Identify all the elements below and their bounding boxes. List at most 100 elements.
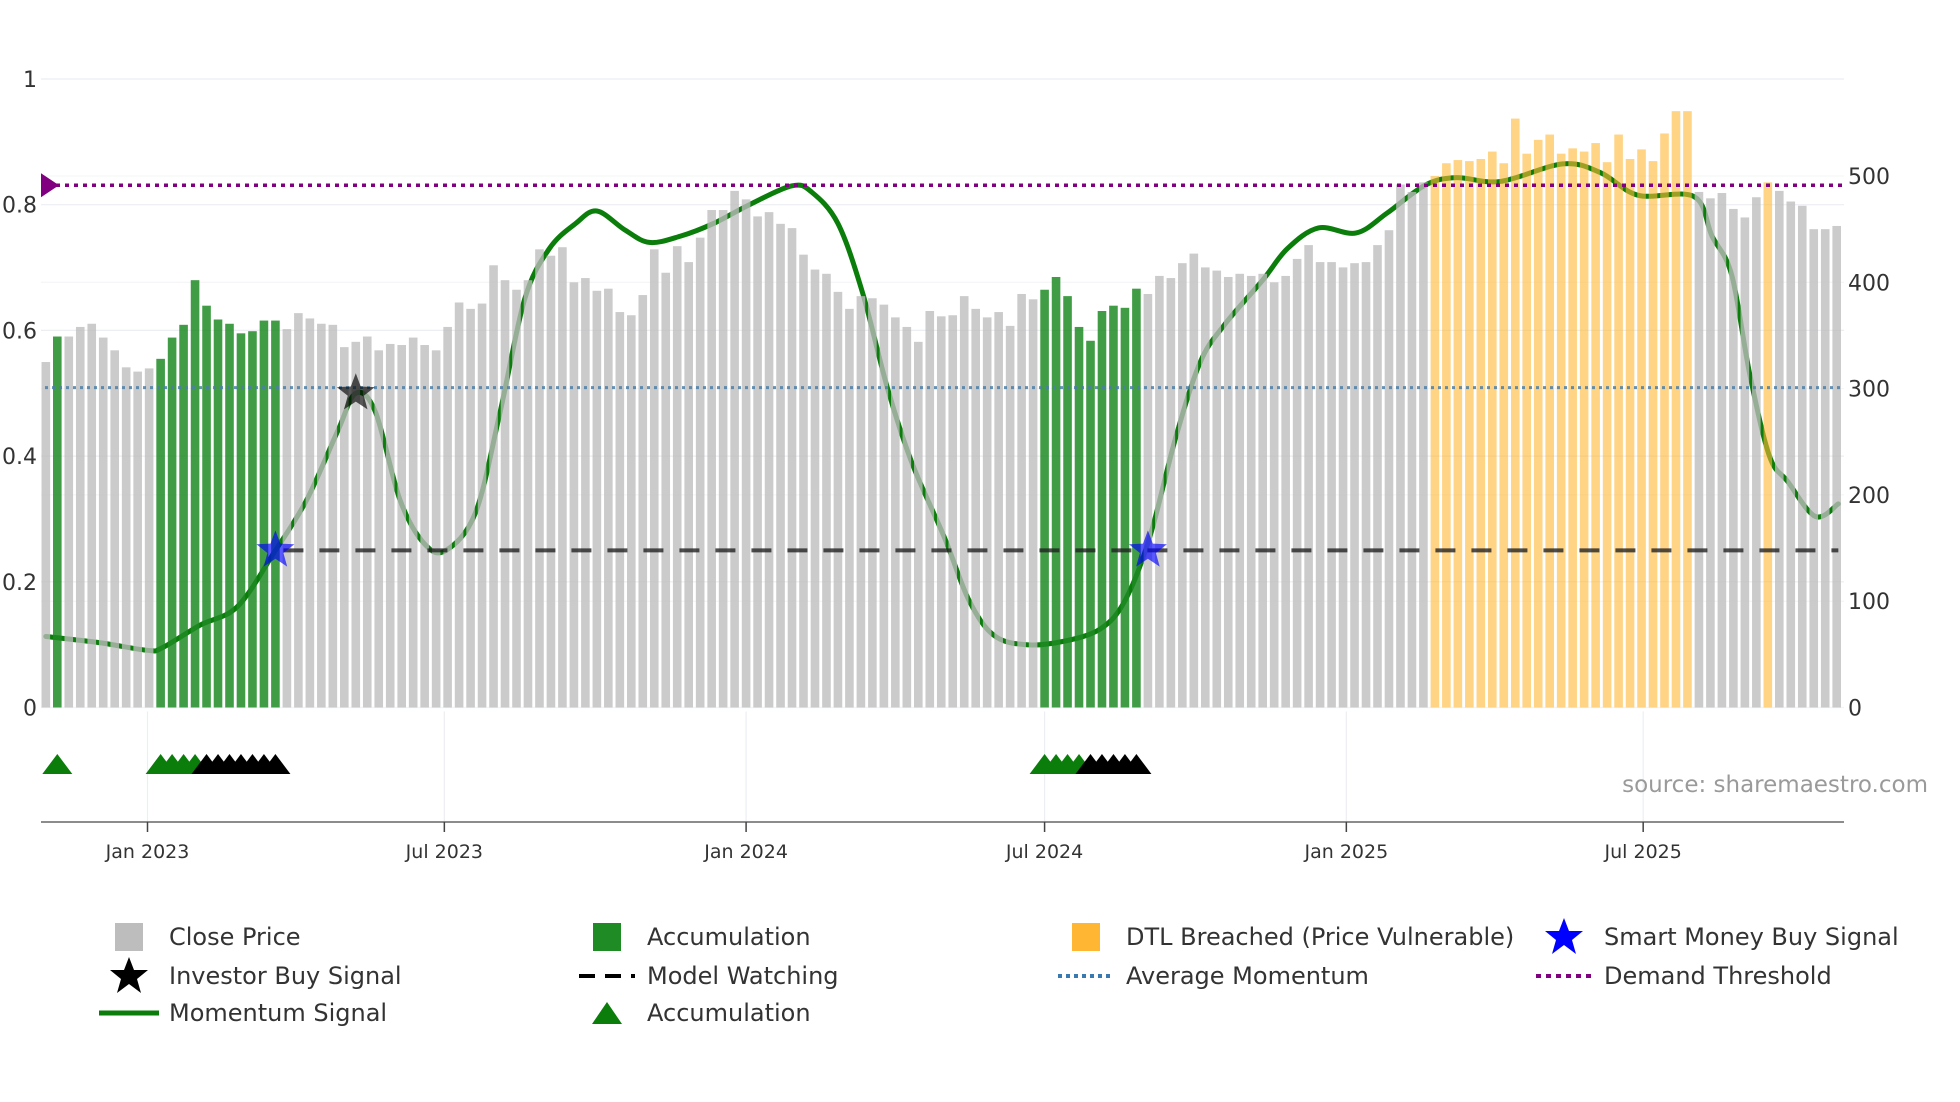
dtl-breached-bar (1488, 151, 1497, 708)
close-price-bar (764, 212, 774, 708)
x-tick-label: Jul 2025 (1604, 841, 1682, 863)
close-price-bar (454, 302, 464, 708)
close-price-bar (902, 326, 912, 708)
legend-label: Model Watching (647, 962, 839, 990)
close-price-bar (845, 308, 854, 708)
y-right-tick-label: 400 (1848, 271, 1890, 296)
dtl-breached-bar (1476, 158, 1486, 708)
accumulation-bar (248, 331, 257, 708)
dtl-breached-bar (1522, 153, 1532, 708)
close-price-bar (994, 312, 1003, 708)
dashed-line-icon (577, 961, 637, 991)
close-price-bar (833, 291, 843, 708)
close-price-bar (1419, 182, 1428, 708)
close-price-bar (523, 280, 533, 708)
close-price-bar (397, 345, 406, 708)
close-price-bar (1315, 262, 1325, 708)
legend-item-average-momentum[interactable]: Average Momentum (1056, 961, 1369, 991)
green-triangle-icon (577, 998, 637, 1028)
legend-label: Accumulation (647, 923, 811, 951)
close-price-bar (431, 350, 441, 708)
legend-item-close-price[interactable]: Close Price (99, 922, 301, 952)
close-price-bar (959, 296, 969, 708)
close-price-bar (856, 296, 866, 708)
close-price-bar (592, 290, 602, 708)
close-price-bar (535, 249, 544, 708)
close-price-bar (1235, 273, 1245, 708)
legend-item-dtl-breached[interactable]: DTL Breached (Price Vulnerable) (1056, 922, 1514, 952)
close-price-bar (868, 298, 877, 708)
close-price-bar (661, 272, 671, 708)
close-price-bar (1005, 325, 1015, 708)
close-price-bar (1729, 208, 1738, 708)
legend-item-accumulation-marker[interactable]: Accumulation (577, 998, 811, 1028)
close-price-bar (1384, 230, 1394, 708)
close-price-bar (1740, 217, 1750, 708)
y-left-tick-label: 0 (23, 697, 37, 722)
dtl-breached-bar (1568, 148, 1577, 708)
y-right-tick-label: 200 (1848, 484, 1890, 509)
close-price-bar (477, 303, 487, 708)
close-price-bar (64, 336, 74, 708)
close-price-bar (891, 317, 900, 708)
orange-square-icon (1056, 922, 1116, 952)
dotted-line-icon (1056, 961, 1116, 991)
dtl-breached-bar (1430, 176, 1440, 708)
legend-item-accumulation[interactable]: Accumulation (577, 922, 811, 952)
close-price-bar (1028, 299, 1038, 708)
y-right-tick-label: 300 (1848, 378, 1890, 403)
dtl-breached-bar (1442, 163, 1451, 708)
close-price-bar (1143, 293, 1153, 708)
close-price-bar (1017, 293, 1026, 708)
accumulation-bar (1063, 296, 1072, 708)
accumulation-bar (213, 319, 223, 708)
close-price-bar (144, 368, 154, 708)
legend-item-investor-buy[interactable]: Investor Buy Signal (99, 957, 402, 993)
close-price-bar (1223, 276, 1233, 708)
close-price-bar (1304, 245, 1313, 708)
close-price-bar (351, 341, 361, 708)
green-line-icon (99, 998, 159, 1028)
close-price-bar (684, 262, 693, 708)
accumulation-bar (167, 337, 177, 708)
accumulation-bar (156, 358, 165, 708)
close-price-bar (695, 237, 705, 708)
purple-dotted-line-icon (1534, 961, 1594, 991)
close-price-bar (558, 247, 567, 708)
gray-square-icon (99, 922, 159, 952)
close-price-bar (1212, 270, 1222, 708)
close-price-bar (718, 210, 728, 708)
legend-item-demand-threshold[interactable]: Demand Threshold (1534, 961, 1832, 991)
dtl-breached-bar (1579, 151, 1589, 708)
close-price-bar (672, 246, 682, 708)
close-price-bar (925, 311, 935, 708)
legend-item-model-watching[interactable]: Model Watching (577, 961, 839, 991)
legend-label: Investor Buy Signal (169, 962, 402, 990)
legend-label: Demand Threshold (1604, 962, 1832, 990)
close-price-bar (787, 228, 797, 708)
accumulation-bar (1097, 311, 1107, 708)
accumulation-bar (1086, 340, 1095, 708)
close-price-bar (500, 280, 510, 708)
dtl-breached-bar (1465, 161, 1474, 708)
smart-money-buy-star (256, 530, 295, 567)
close-price-bar (1820, 229, 1830, 708)
close-price-bar (707, 210, 716, 708)
legend-label: DTL Breached (Price Vulnerable) (1126, 923, 1515, 951)
accumulation-bar (225, 323, 234, 708)
close-price-bar (948, 315, 958, 708)
legend-item-smart-money[interactable]: Smart Money Buy Signal (1534, 918, 1899, 954)
dtl-breached-bar (1453, 160, 1463, 708)
close-price-bar (1166, 278, 1176, 708)
dtl-breached-bar (1510, 118, 1520, 708)
green-square-icon (577, 922, 637, 952)
accumulation-bar (1040, 289, 1049, 708)
close-price-bar (489, 265, 498, 708)
accumulation-bar (271, 320, 280, 708)
dtl-breached-bar (1637, 149, 1646, 708)
close-price-bar (362, 336, 372, 708)
close-price-bar (1706, 198, 1715, 708)
close-price-bar (799, 254, 808, 708)
legend-item-momentum-signal[interactable]: Momentum Signal (99, 998, 387, 1028)
